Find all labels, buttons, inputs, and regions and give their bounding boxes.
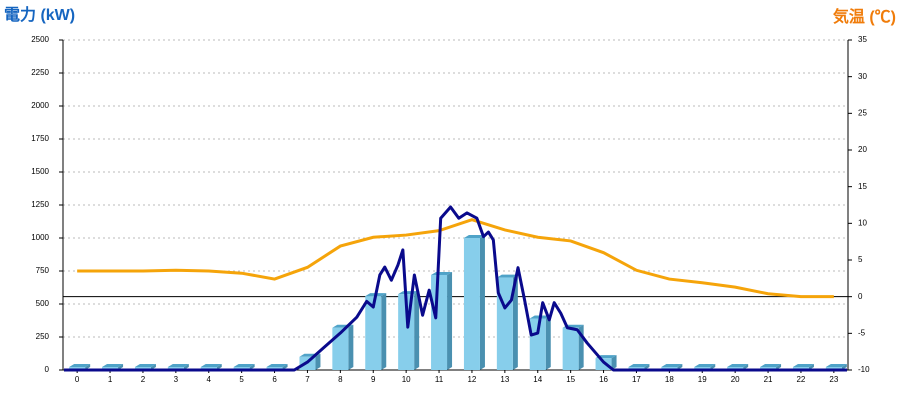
power-line <box>63 205 848 372</box>
x-tick-label: 7 <box>305 375 310 384</box>
x-tick-label: 14 <box>533 375 542 384</box>
bar-face <box>529 318 546 370</box>
bar-face <box>431 274 448 370</box>
y-axis-title: 電力 (kW) <box>4 5 75 24</box>
bar-face <box>792 364 814 367</box>
bar-face <box>431 271 453 275</box>
y2-tick-label: 15 <box>858 182 867 191</box>
bar-face <box>348 324 354 370</box>
x-tick-label: 11 <box>435 375 444 384</box>
bar-face <box>414 291 420 370</box>
bar <box>365 293 387 370</box>
bar-face <box>661 364 683 367</box>
x-tick-label: 15 <box>566 375 575 384</box>
y2-tick-label: 5 <box>858 255 863 264</box>
bar-face <box>69 364 91 367</box>
bar-face <box>200 364 222 367</box>
y-tick-label: 750 <box>36 266 50 275</box>
x-tick-label: 20 <box>731 375 740 384</box>
x-tick-label: 9 <box>371 375 376 384</box>
x-tick-label: 19 <box>698 375 707 384</box>
x-tick-label: 1 <box>108 375 113 384</box>
bar-face <box>562 327 579 370</box>
y-tick-label: 1750 <box>31 134 49 143</box>
bar-face <box>381 293 387 370</box>
y2-tick-label: 25 <box>858 108 867 117</box>
y-tick-label: 500 <box>36 299 50 308</box>
y2-tick-label: 20 <box>858 145 867 154</box>
y2-tick-label: 0 <box>858 292 863 301</box>
bar <box>562 324 584 370</box>
temperature-line <box>77 218 834 299</box>
bar-face <box>102 364 124 367</box>
y2-tick-label: -5 <box>858 328 866 337</box>
x-tick-label: 22 <box>796 375 805 384</box>
bar-face <box>398 291 420 295</box>
x-tick-label: 5 <box>239 375 244 384</box>
bar-face <box>727 364 749 367</box>
bar <box>529 315 551 370</box>
bar-face <box>315 353 321 370</box>
bar-face <box>496 274 518 278</box>
bar-face <box>694 364 716 367</box>
y2-tick-label: 30 <box>858 72 867 81</box>
bar <box>398 291 420 370</box>
bar <box>431 271 453 370</box>
bar-face <box>167 364 189 367</box>
y2-tick-label: 35 <box>858 35 867 44</box>
x-tick-label: 12 <box>467 375 476 384</box>
y2-tick-label: 10 <box>858 218 867 227</box>
y-tick-label: 1250 <box>31 200 49 209</box>
bar-face <box>545 315 551 370</box>
y-tick-label: 1000 <box>31 233 49 242</box>
bar-face <box>628 364 650 367</box>
x-tick-label: 21 <box>764 375 773 384</box>
bar <box>463 235 485 370</box>
x-tick-label: 6 <box>272 375 277 384</box>
bar-face <box>611 355 617 370</box>
bar-face <box>479 235 485 370</box>
x-tick-label: 18 <box>665 375 674 384</box>
y-tick-label: 250 <box>36 332 50 341</box>
x-tick-label: 8 <box>338 375 343 384</box>
bar-face <box>365 296 382 370</box>
x-tick-label: 0 <box>75 375 80 384</box>
bar-face <box>825 364 847 367</box>
bar-face <box>233 364 255 367</box>
y-tick-label: 2000 <box>31 101 49 110</box>
bar-face <box>512 274 518 370</box>
x-tick-label: 2 <box>141 375 146 384</box>
x-tick-label: 13 <box>500 375 509 384</box>
x-tick-label: 23 <box>829 375 838 384</box>
x-tick-label: 17 <box>632 375 641 384</box>
bar-face <box>447 271 453 370</box>
bar-face <box>760 364 782 367</box>
x-tick-label: 10 <box>402 375 411 384</box>
y2-axis-title: 気温 (℃) <box>833 7 896 26</box>
y-tick-label: 2500 <box>31 35 49 44</box>
x-tick-label: 3 <box>174 375 179 384</box>
bar-face <box>463 235 485 238</box>
y-tick-label: 1500 <box>31 167 49 176</box>
y2-tick-label: -10 <box>858 365 870 374</box>
bar-face <box>463 238 480 370</box>
bar-face <box>134 364 156 367</box>
bar-face <box>595 358 612 370</box>
y-tick-label: 2250 <box>31 68 49 77</box>
x-tick-label: 16 <box>599 375 608 384</box>
bar-face <box>266 364 288 367</box>
x-tick-label: 4 <box>207 375 212 384</box>
bar <box>595 355 617 370</box>
y-tick-label: 0 <box>45 365 50 374</box>
bar <box>299 353 321 370</box>
